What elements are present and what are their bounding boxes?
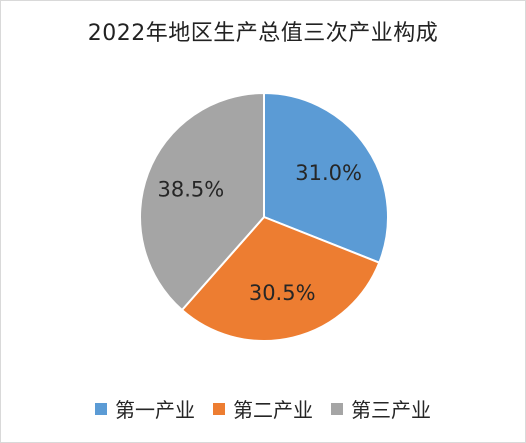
legend-swatch-2 (213, 402, 225, 415)
data-label-3: 38.5% (158, 177, 225, 201)
pie-slice-2 (180, 215, 381, 342)
legend-label-3: 第三产业 (351, 398, 431, 422)
legend-swatch-1 (95, 402, 107, 415)
data-label-2: 30.5% (249, 281, 316, 305)
legend-swatch-3 (331, 402, 343, 415)
chart-title: 2022年地区生产总值三次产业构成 (87, 21, 439, 46)
pie-slice-3 (139, 91, 265, 312)
pie-slice-1 (263, 91, 389, 264)
legend: 第一产业 第二产业 第三产业 (1, 394, 525, 423)
legend-item-2: 第二产业 (213, 394, 313, 423)
legend-label-1: 第一产业 (115, 398, 195, 422)
data-label-1: 31.0% (295, 161, 362, 185)
legend-label-2: 第二产业 (233, 398, 313, 422)
legend-item-1: 第一产业 (95, 394, 195, 423)
legend-item-3: 第三产业 (331, 394, 431, 423)
